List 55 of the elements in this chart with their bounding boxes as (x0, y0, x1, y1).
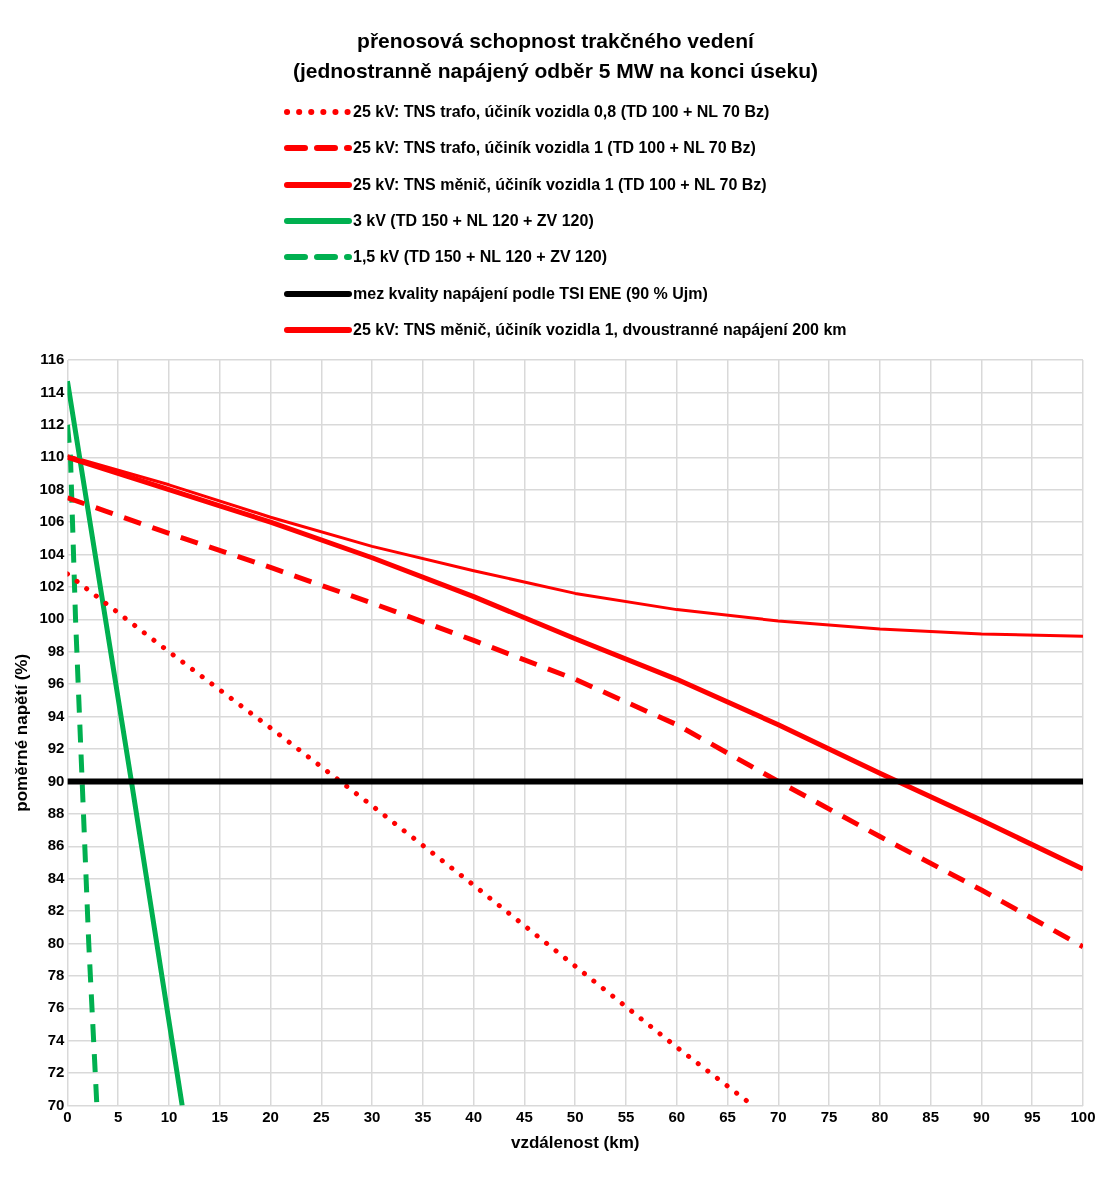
y-tick-label: 86 (47, 836, 65, 854)
y-tick-label: 104 (39, 544, 66, 562)
y-tick-label: 74 (47, 1030, 66, 1048)
y-tick-label: 94 (47, 706, 66, 724)
y-tick-label: 72 (47, 1063, 65, 1081)
y-axis-title: poměrné napětí (%) (11, 654, 31, 812)
y-tick-label: 88 (47, 804, 65, 822)
y-tick-label: 108 (39, 479, 65, 497)
x-tick-label: 10 (160, 1107, 178, 1125)
y-tick-label: 96 (47, 674, 65, 692)
x-tick-label: 25 (312, 1107, 330, 1125)
x-tick-label: 90 (973, 1107, 990, 1125)
y-tick-label: 116 (40, 350, 65, 368)
x-tick-label: 35 (414, 1107, 432, 1125)
x-tick-label: 85 (922, 1107, 940, 1125)
legend-label: mez kvality napájení podle TSI ENE (90 % Ujm) (353, 284, 708, 303)
y-tick-label: 78 (47, 966, 65, 984)
y-tick-label: 112 (40, 415, 65, 433)
x-tick-label: 100 (1070, 1107, 1096, 1125)
x-tick-label: 40 (465, 1107, 482, 1125)
y-tick-label: 82 (47, 901, 65, 919)
x-tick-label: 20 (262, 1107, 279, 1125)
x-tick-label: 45 (516, 1107, 533, 1125)
y-tick-label: 102 (39, 577, 65, 595)
y-tick-label: 90 (47, 771, 65, 789)
x-axis-title: vzdálenost (km) (510, 1133, 640, 1153)
y-tick-label: 100 (39, 609, 65, 627)
y-tick-label: 92 (47, 739, 65, 757)
legend-label: 25 kV: TNS trafo, účiník vozidla 1 (TD 100 + NL 70 Bz) (353, 139, 756, 158)
x-tick-label: 15 (211, 1107, 229, 1125)
y-tick-label: 80 (47, 933, 65, 951)
x-tick-label: 5 (114, 1107, 123, 1125)
x-tick-label: 0 (63, 1107, 72, 1125)
legend-label: 3 kV (TD 150 + NL 120 + ZV 120) (353, 212, 594, 231)
legend-label: 25 kV: TNS měnič, účiník vozidla 1 (TD 100 + NL 70 Bz) (353, 175, 767, 194)
x-tick-label: 70 (769, 1107, 787, 1125)
x-tick-label: 60 (668, 1107, 686, 1125)
x-tick-label: 55 (617, 1107, 635, 1125)
x-tick-label: 95 (1023, 1107, 1041, 1125)
legend-label: 25 kV: TNS trafo, účiník vozidla 0,8 (TD 100 + NL 70 Bz) (353, 103, 770, 122)
x-tick-label: 50 (566, 1107, 584, 1125)
y-tick-label: 106 (39, 512, 65, 530)
y-tick-label: 84 (47, 868, 66, 886)
y-tick-label: 70 (47, 1095, 65, 1113)
x-tick-label: 75 (820, 1107, 838, 1125)
x-tick-label: 80 (871, 1107, 889, 1125)
y-tick-label: 76 (47, 998, 65, 1016)
y-tick-label: 110 (40, 447, 65, 465)
chart-title: přenosová schopnost trakčného vedení (jednostranně napájený odběr 5 MW na konci úseku) (291, 28, 820, 84)
x-tick-label: 65 (719, 1107, 736, 1125)
y-tick-label: 114 (40, 382, 66, 400)
legend-label: 1,5 kV (TD 150 + NL 120 + ZV 120) (353, 248, 608, 267)
x-tick-label: 30 (363, 1107, 381, 1125)
legend-label: 25 kV: TNS měnič, účiník vozidla 1, dvoustranné napájení 200 km (353, 320, 847, 339)
y-tick-label: 98 (47, 641, 65, 659)
